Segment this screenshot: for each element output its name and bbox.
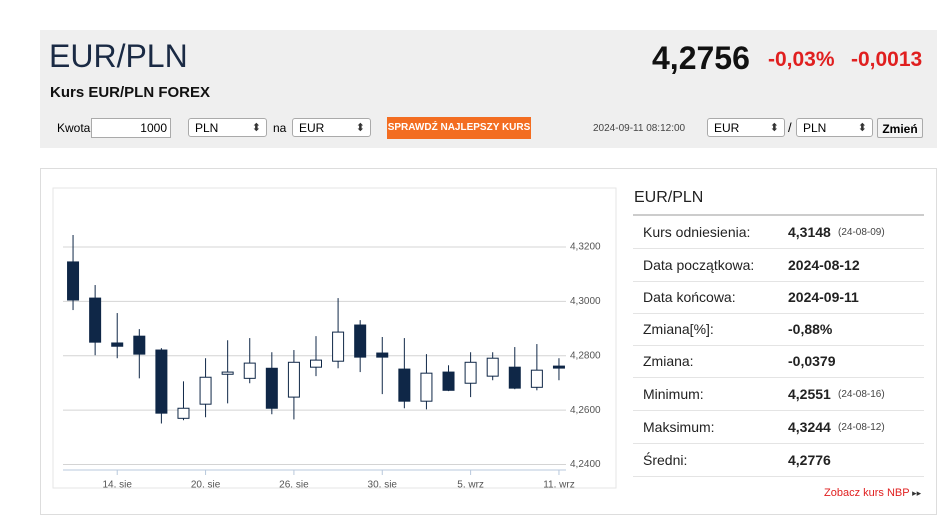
change-pct: -0,03% (768, 48, 835, 71)
stats-title: EUR/PLN (634, 189, 704, 206)
stats-label: Data końcowa: (643, 289, 736, 305)
x-tick-label: 11. wrz (543, 480, 575, 491)
candle-body (133, 335, 146, 355)
pair-from-select[interactable]: EUR (707, 118, 785, 138)
y-tick-label: 4,3000 (570, 296, 601, 307)
x-tick-label: 30. sie (368, 480, 398, 491)
to-label: na (273, 121, 287, 135)
stats-label: Data początkowa: (643, 257, 755, 273)
candle-body (243, 362, 256, 379)
stats-row: Data końcowa: 2024-09-11 (633, 281, 924, 314)
candle-body (89, 297, 102, 343)
amount-label: Kwota (57, 121, 91, 135)
candle-body (287, 361, 300, 398)
from-select[interactable]: PLN (188, 118, 267, 138)
candle-body (486, 357, 499, 377)
price: 4,2756 (652, 40, 750, 76)
candle-body (177, 407, 190, 419)
stats-row: Średni: 4,2776 (633, 444, 924, 477)
candle-body (354, 324, 367, 358)
separator: / (788, 120, 792, 135)
candle-body (420, 372, 433, 402)
pair-to-select[interactable]: PLN (796, 118, 873, 138)
stats-date: (24-08-16) (838, 389, 885, 400)
pair-title: EUR/PLN (49, 38, 188, 74)
stats-row: Zmiana[%]: -0,88% (633, 313, 924, 346)
stats-value: 4,2776 (788, 452, 831, 468)
amount-input[interactable]: 1000 (91, 118, 171, 138)
x-tick-label: 5. wrz (457, 480, 484, 491)
y-tick-label: 4,2600 (570, 405, 601, 416)
nbp-link[interactable]: Zobacz kurs NBP (824, 487, 921, 499)
candle-body (199, 376, 212, 405)
candle-body (111, 342, 124, 347)
stats-label: Kurs odniesienia: (643, 224, 751, 240)
candle-body (332, 331, 345, 362)
stats-label: Maksimum: (643, 419, 715, 435)
candle-body (265, 367, 278, 409)
candle-body (442, 371, 455, 391)
x-tick-label: 26. sie (279, 480, 309, 491)
candle-body (508, 366, 521, 389)
stats-label: Zmiana: (643, 353, 694, 369)
stats-row: Kurs odniesienia: 4,3148 (24-08-09) (633, 216, 924, 249)
change-button[interactable]: Zmień (877, 118, 923, 138)
x-tick-label: 14. sie (102, 480, 132, 491)
stats-label: Zmiana[%]: (643, 321, 714, 337)
candle-body (376, 352, 389, 358)
candle-body (221, 371, 234, 375)
candle-body (530, 369, 543, 388)
candle-body (155, 349, 168, 414)
subtitle: Kurs EUR/PLN FOREX (50, 84, 211, 101)
stats-label: Minimum: (643, 386, 704, 402)
stats-label: Średni: (643, 452, 688, 468)
y-tick-label: 4,3200 (570, 242, 601, 253)
y-tick-label: 4,2400 (570, 459, 601, 470)
stats-value: 2024-09-11 (788, 289, 859, 305)
candle-body (67, 261, 80, 301)
stats-row: Data początkowa: 2024-08-12 (633, 249, 924, 282)
stats-value: 4,2551 (788, 386, 831, 402)
stats-value: 4,3244 (788, 419, 831, 435)
stats-rule (633, 214, 924, 216)
candle-body (398, 368, 411, 402)
y-tick-label: 4,2800 (570, 350, 601, 361)
stats-value: -0,0379 (788, 353, 836, 369)
candle-body (464, 361, 477, 384)
stats-value: 4,3148 (788, 224, 831, 240)
timestamp: 2024-09-11 08:12:00 (593, 123, 686, 134)
change: -0,0013 (851, 48, 923, 71)
check-button[interactable]: SPRAWDŹ NAJLEPSZY KURS (387, 117, 531, 139)
stats-row: Zmiana: -0,0379 (633, 345, 924, 378)
stats-value: -0,88% (788, 321, 833, 337)
chart: 4,2400 4,2600 4,2800 4,3000 4,3200 14. sie 20.… (52, 187, 617, 491)
stats-date: (24-08-12) (838, 422, 885, 433)
stats-date: (24-08-09) (838, 227, 885, 238)
stats-row: Minimum: 4,2551 (24-08-16) (633, 378, 924, 411)
candle-body (310, 359, 322, 368)
x-tick-label: 20. sie (191, 480, 221, 491)
stats-value: 2024-08-12 (788, 257, 860, 273)
candle-body (552, 365, 565, 369)
to-select[interactable]: EUR (292, 118, 371, 138)
stats-row: Maksimum: 4,3244 (24-08-12) (633, 411, 924, 444)
